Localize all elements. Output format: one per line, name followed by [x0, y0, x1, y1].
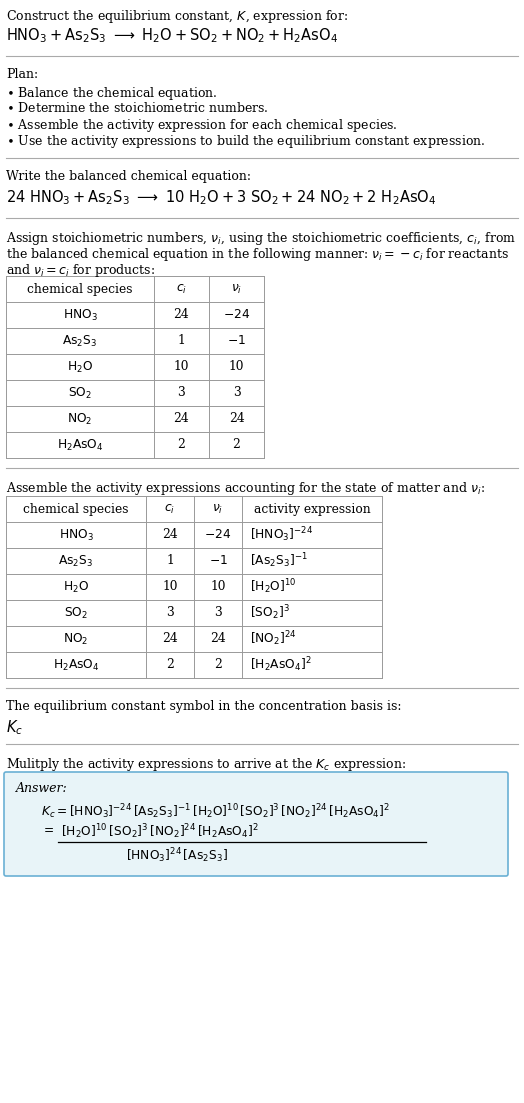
Text: $-1$: $-1$ — [227, 334, 246, 347]
Text: $\mathrm{H_2AsO_4}$: $\mathrm{H_2AsO_4}$ — [57, 438, 103, 452]
Text: $\mathrm{HNO_3}$: $\mathrm{HNO_3}$ — [62, 308, 97, 322]
Text: $\mathrm{HNO_3}$: $\mathrm{HNO_3}$ — [59, 527, 93, 543]
Text: $\mathrm{H_2O}$: $\mathrm{H_2O}$ — [67, 360, 93, 375]
Text: $K_c = [\mathrm{HNO_3}]^{-24}\,[\mathrm{As_2S_3}]^{-1}\,[\mathrm{H_2O}]^{10}\,[\: $K_c = [\mathrm{HNO_3}]^{-24}\,[\mathrm{… — [41, 802, 390, 821]
FancyBboxPatch shape — [4, 772, 508, 876]
Text: 1: 1 — [166, 555, 174, 568]
Text: $\mathrm{As_2S_3}$: $\mathrm{As_2S_3}$ — [62, 333, 97, 349]
Text: $[\mathrm{H_2AsO_4}]^{2}$: $[\mathrm{H_2AsO_4}]^{2}$ — [250, 655, 312, 674]
Text: 10: 10 — [174, 361, 189, 374]
Text: $[\mathrm{HNO_3}]^{24}\,[\mathrm{As_2S_3}]$: $[\mathrm{HNO_3}]^{24}\,[\mathrm{As_2S_3… — [126, 846, 228, 865]
Text: $[\mathrm{NO_2}]^{24}$: $[\mathrm{NO_2}]^{24}$ — [250, 630, 297, 649]
Text: 3: 3 — [166, 607, 174, 620]
Text: $\bullet$ Balance the chemical equation.: $\bullet$ Balance the chemical equation. — [6, 85, 218, 101]
Text: Write the balanced chemical equation:: Write the balanced chemical equation: — [6, 170, 251, 183]
Text: Assign stoichiometric numbers, $\nu_i$, using the stoichiometric coefficients, $: Assign stoichiometric numbers, $\nu_i$, … — [6, 231, 516, 247]
Text: $\mathrm{HNO_3 + As_2S_3\ \longrightarrow\ H_2O + SO_2 + NO_2 + H_2AsO_4}$: $\mathrm{HNO_3 + As_2S_3\ \longrightarro… — [6, 26, 338, 45]
Text: Answer:: Answer: — [16, 782, 68, 795]
Text: 24: 24 — [210, 632, 226, 645]
Text: 24: 24 — [162, 528, 178, 542]
Text: $\nu_i$: $\nu_i$ — [212, 503, 224, 515]
Text: 24: 24 — [228, 413, 244, 426]
Text: 2: 2 — [233, 439, 241, 451]
Text: $[\mathrm{H_2O}]^{10}$: $[\mathrm{H_2O}]^{10}$ — [250, 578, 297, 597]
Text: $24\ \mathrm{HNO_3 + As_2S_3\ \longrightarrow\ 10\ H_2O + 3\ SO_2 + 24\ NO_2 + 2: $24\ \mathrm{HNO_3 + As_2S_3\ \longright… — [6, 188, 436, 206]
Text: 10: 10 — [162, 580, 178, 593]
Text: $K_c$: $K_c$ — [6, 718, 23, 737]
Text: $c_i$: $c_i$ — [165, 503, 176, 515]
Text: Plan:: Plan: — [6, 68, 38, 81]
Text: 24: 24 — [173, 309, 189, 321]
Text: 2: 2 — [214, 658, 222, 672]
Text: The equilibrium constant symbol in the concentration basis is:: The equilibrium constant symbol in the c… — [6, 700, 401, 713]
Text: $\mathrm{H_2AsO_4}$: $\mathrm{H_2AsO_4}$ — [53, 657, 100, 673]
Text: 3: 3 — [233, 386, 241, 399]
Text: $[\mathrm{SO_2}]^{3}$: $[\mathrm{SO_2}]^{3}$ — [250, 603, 290, 622]
Text: $[\mathrm{HNO_3}]^{-24}$: $[\mathrm{HNO_3}]^{-24}$ — [250, 526, 313, 545]
Text: $-1$: $-1$ — [209, 555, 227, 568]
Text: 10: 10 — [210, 580, 226, 593]
Text: the balanced chemical equation in the following manner: $\nu_i = -c_i$ for react: the balanced chemical equation in the fo… — [6, 246, 509, 263]
Text: $=$: $=$ — [41, 822, 54, 835]
Text: 2: 2 — [178, 439, 185, 451]
Text: $-24$: $-24$ — [204, 528, 232, 542]
Text: 24: 24 — [162, 632, 178, 645]
Text: $\bullet$ Determine the stoichiometric numbers.: $\bullet$ Determine the stoichiometric n… — [6, 101, 269, 115]
Text: chemical species: chemical species — [27, 282, 133, 296]
Text: $[\mathrm{As_2S_3}]^{-1}$: $[\mathrm{As_2S_3}]^{-1}$ — [250, 552, 308, 570]
Text: $\mathrm{As_2S_3}$: $\mathrm{As_2S_3}$ — [58, 554, 94, 568]
Text: $-24$: $-24$ — [223, 309, 250, 321]
Text: Mulitply the activity expressions to arrive at the $K_c$ expression:: Mulitply the activity expressions to arr… — [6, 756, 406, 773]
Text: 3: 3 — [178, 386, 185, 399]
Text: $\mathrm{SO_2}$: $\mathrm{SO_2}$ — [68, 385, 92, 400]
Text: 3: 3 — [214, 607, 222, 620]
Text: Assemble the activity expressions accounting for the state of matter and $\nu_i$: Assemble the activity expressions accoun… — [6, 480, 485, 497]
Text: and $\nu_i = c_i$ for products:: and $\nu_i = c_i$ for products: — [6, 263, 155, 279]
Text: $\bullet$ Use the activity expressions to build the equilibrium constant express: $\bullet$ Use the activity expressions t… — [6, 133, 486, 150]
Text: $\mathrm{H_2O}$: $\mathrm{H_2O}$ — [63, 579, 89, 595]
Text: $\mathrm{SO_2}$: $\mathrm{SO_2}$ — [64, 606, 88, 621]
Text: 24: 24 — [173, 413, 189, 426]
Text: activity expression: activity expression — [254, 503, 370, 515]
Text: Construct the equilibrium constant, $K$, expression for:: Construct the equilibrium constant, $K$,… — [6, 8, 348, 25]
Text: 10: 10 — [229, 361, 244, 374]
Text: 2: 2 — [166, 658, 174, 672]
Text: $\mathrm{NO_2}$: $\mathrm{NO_2}$ — [67, 411, 93, 427]
Text: $\mathrm{NO_2}$: $\mathrm{NO_2}$ — [63, 631, 89, 646]
Text: $c_i$: $c_i$ — [176, 282, 187, 296]
Text: 1: 1 — [178, 334, 185, 347]
Text: $\bullet$ Assemble the activity expression for each chemical species.: $\bullet$ Assemble the activity expressi… — [6, 117, 398, 133]
Text: $\nu_i$: $\nu_i$ — [231, 282, 242, 296]
Text: $[\mathrm{H_2O}]^{10}\,[\mathrm{SO_2}]^{3}\,[\mathrm{NO_2}]^{24}\,[\mathrm{H_2As: $[\mathrm{H_2O}]^{10}\,[\mathrm{SO_2}]^{… — [61, 822, 259, 840]
Text: chemical species: chemical species — [23, 503, 129, 515]
